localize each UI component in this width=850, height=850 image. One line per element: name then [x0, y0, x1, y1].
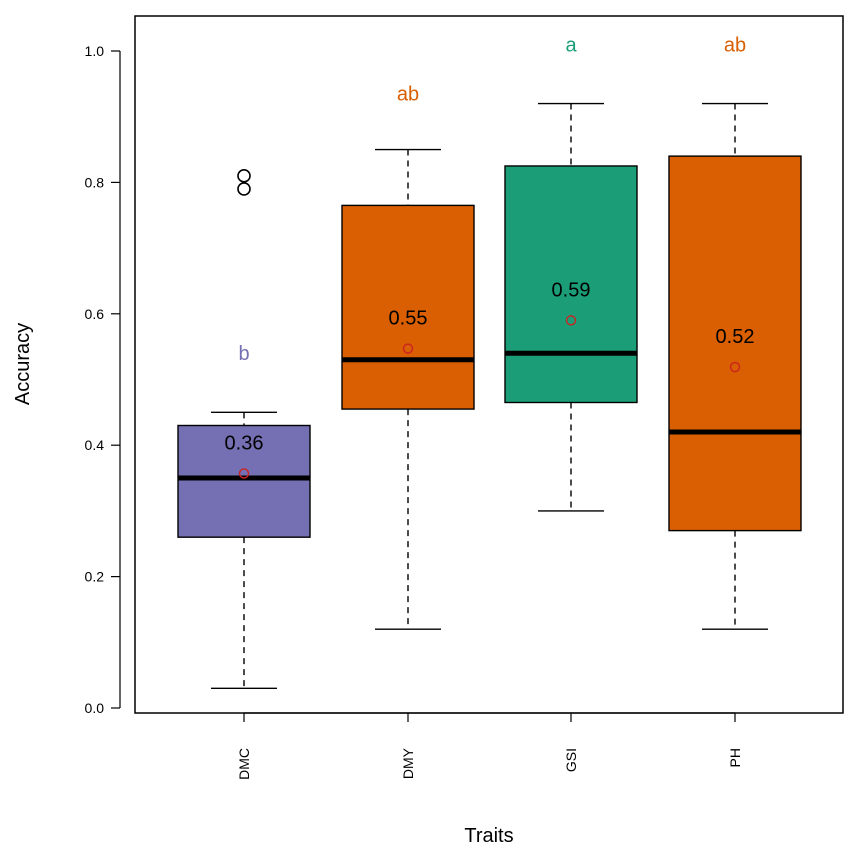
box-iqr [177, 424, 311, 538]
mean-marker [565, 315, 577, 326]
box-group-dmy: 0.55 ab [341, 84, 475, 630]
box-iqr [341, 204, 475, 410]
y-tick-label: 0.2 [85, 569, 105, 585]
x-tick-label: GSI [563, 748, 579, 772]
mean-label: 0.36 [225, 432, 264, 454]
x-axis-title: Traits [464, 825, 513, 847]
y-tick-label: 0.8 [85, 174, 105, 190]
y-tick-label: 0.0 [85, 700, 105, 716]
boxes-layer: 0.36 b 0.55 ab 0.59 a 0.52 ab [177, 34, 802, 689]
x-tick-label: DMY [400, 747, 416, 779]
y-axis-title: Accuracy [12, 323, 34, 405]
y-axis: 0.0 0.2 0.4 0.6 0.8 1.0 [85, 43, 121, 716]
group-letter: a [565, 34, 577, 56]
box-group-gsi: 0.59 a [504, 34, 638, 512]
outlier-point [237, 169, 251, 183]
y-tick-label: 0.4 [85, 437, 105, 453]
y-tick-label: 1.0 [85, 43, 105, 59]
mean-marker [729, 361, 741, 373]
mean-label: 0.59 [552, 279, 591, 301]
x-axis: DMC DMY GSI PH [236, 712, 743, 780]
mean-marker [402, 343, 414, 354]
group-letter: ab [724, 34, 746, 56]
y-tick-label: 0.6 [85, 306, 105, 322]
box-group-dmc: 0.36 b [177, 169, 311, 689]
box-iqr [668, 155, 802, 532]
box-group-ph: 0.52 ab [668, 34, 802, 630]
x-tick-label: PH [727, 748, 743, 767]
box-iqr [504, 165, 638, 404]
x-tick-label: DMC [236, 748, 252, 780]
mean-label: 0.52 [716, 326, 755, 348]
group-letter: b [238, 343, 249, 365]
mean-label: 0.55 [389, 308, 428, 330]
outlier-point [237, 182, 251, 196]
mean-marker [238, 468, 250, 479]
group-letter: ab [397, 84, 419, 106]
